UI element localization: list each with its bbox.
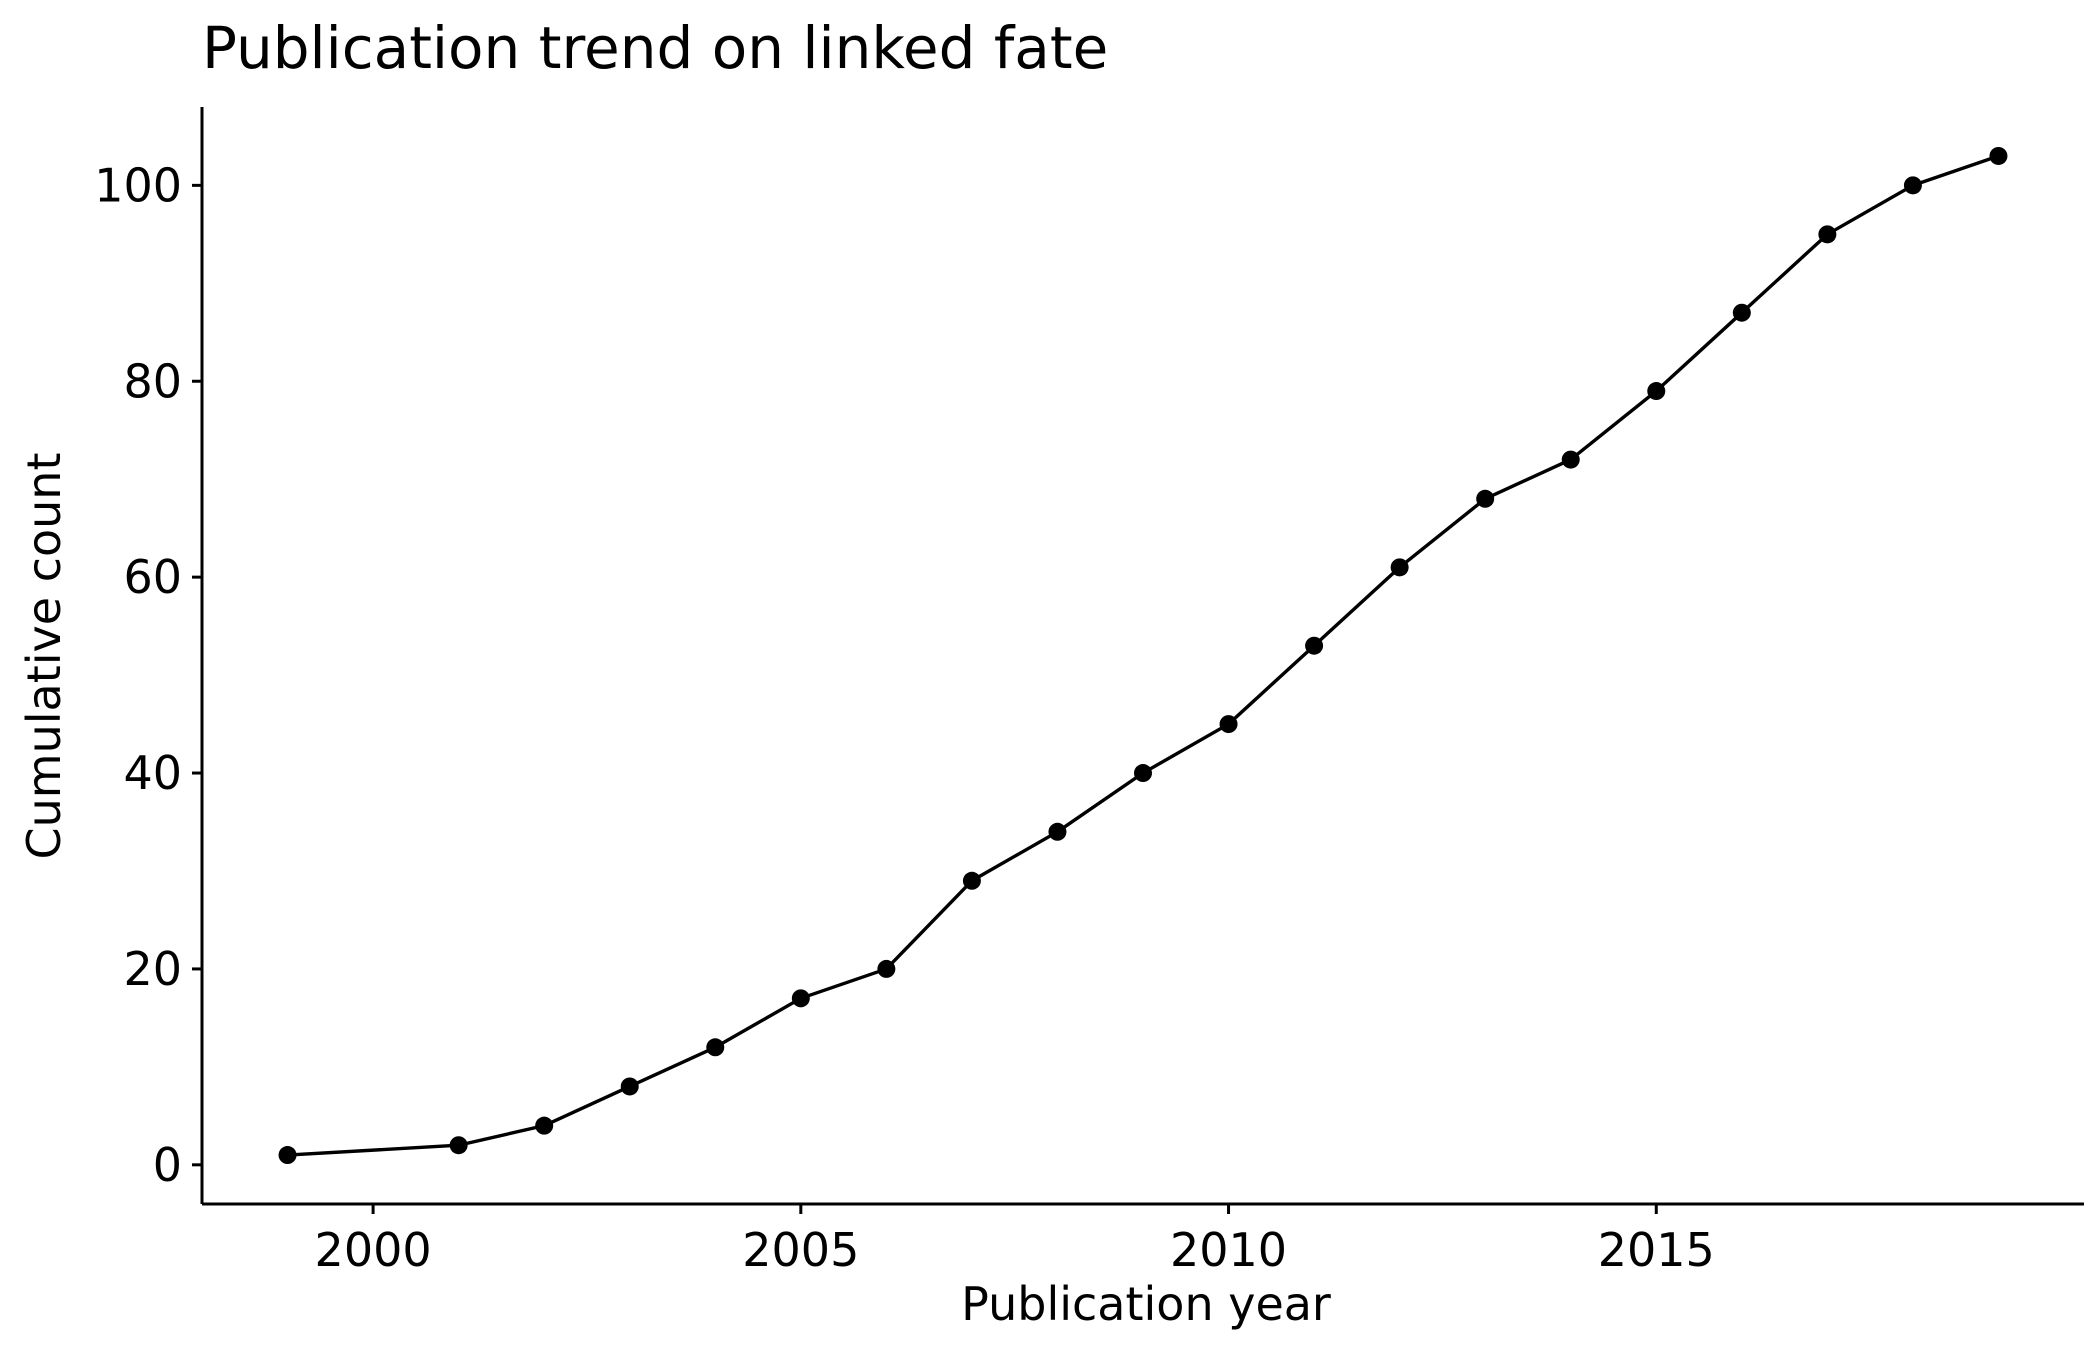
x-axis-ticks: 2000 2005 2010 2015 <box>315 1204 1715 1277</box>
data-point <box>1048 822 1067 841</box>
data-point <box>449 1136 468 1155</box>
data-point <box>1219 715 1238 734</box>
data-point <box>620 1077 639 1096</box>
y-axis-label: Cumulative count <box>17 453 71 860</box>
y-axis-ticks: 0 20 40 60 80 100 <box>94 158 202 1192</box>
data-point <box>877 959 896 978</box>
data-point <box>706 1038 725 1057</box>
data-point <box>1561 450 1580 469</box>
data-point <box>962 871 981 890</box>
y-tick-label: 20 <box>123 942 182 996</box>
data-point <box>278 1146 297 1165</box>
y-tick-label: 0 <box>153 1138 182 1192</box>
x-tick-label: 2000 <box>315 1223 432 1277</box>
y-tick-label: 60 <box>123 550 182 604</box>
data-point <box>1989 146 2008 165</box>
y-tick-label: 80 <box>123 354 182 408</box>
x-tick-label: 2010 <box>1170 1223 1287 1277</box>
data-point <box>1647 382 1666 401</box>
data-point <box>535 1116 554 1135</box>
y-tick-label: 100 <box>94 158 182 212</box>
data-point <box>791 989 810 1008</box>
series-group <box>278 146 2008 1165</box>
x-tick-label: 2005 <box>742 1223 859 1277</box>
data-point <box>1818 225 1837 244</box>
series-line <box>287 154 2000 1157</box>
y-tick-label: 40 <box>123 746 182 800</box>
chart-title: Publication trend on linked fate <box>202 14 1108 82</box>
data-point <box>1903 176 1922 195</box>
data-point <box>1476 489 1495 508</box>
x-tick-label: 2015 <box>1598 1223 1715 1277</box>
data-point <box>1390 558 1409 577</box>
data-point <box>1134 764 1152 783</box>
data-point <box>1305 636 1324 655</box>
x-axis-label: Publication year <box>961 1277 1331 1331</box>
data-point <box>1732 303 1751 322</box>
